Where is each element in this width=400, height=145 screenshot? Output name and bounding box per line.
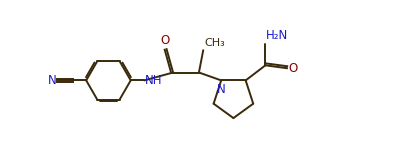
Text: N: N — [48, 74, 57, 87]
Text: H₂N: H₂N — [266, 29, 288, 42]
Text: CH₃: CH₃ — [204, 38, 225, 48]
Text: NH: NH — [145, 74, 162, 87]
Text: O: O — [289, 62, 298, 75]
Text: O: O — [160, 34, 170, 47]
Text: N: N — [217, 83, 226, 96]
